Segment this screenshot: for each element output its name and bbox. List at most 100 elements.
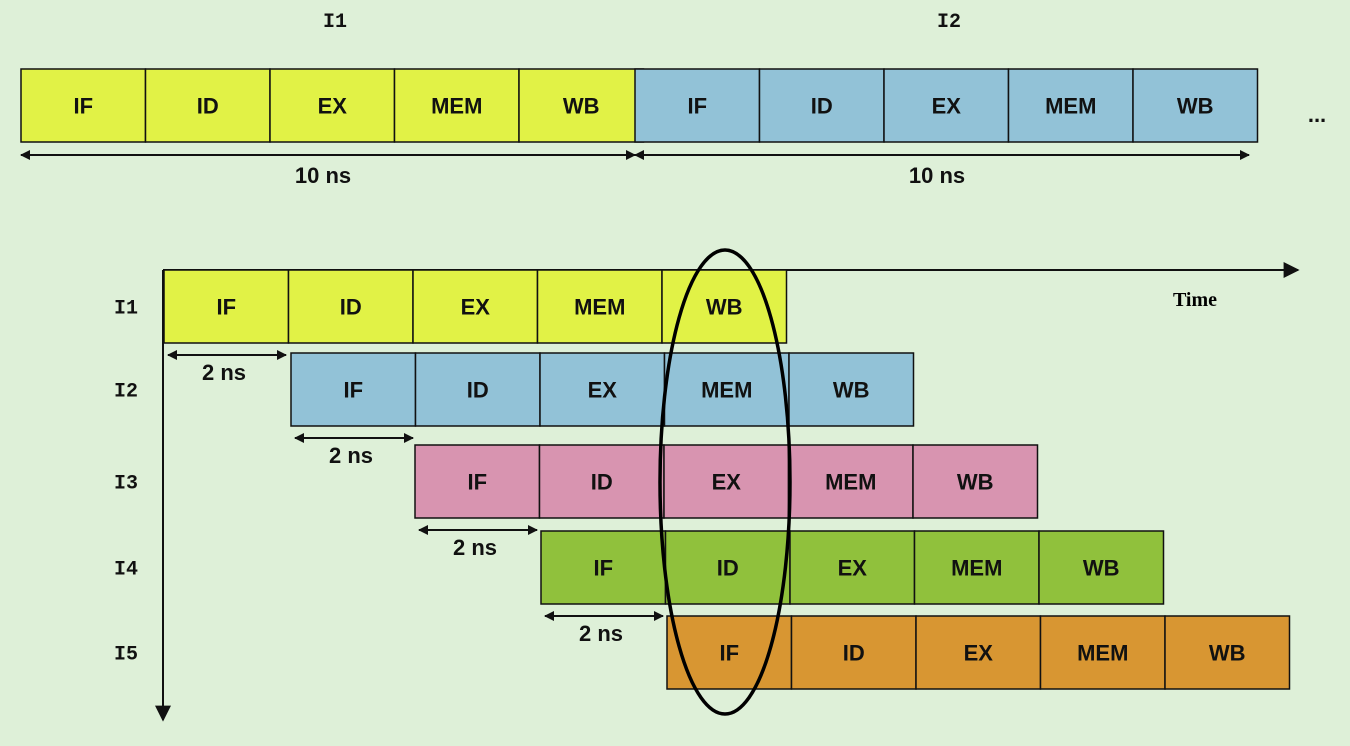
continuation-ellipsis: ... <box>1308 102 1326 127</box>
pipe-stage-i5-id: ID <box>790 615 917 690</box>
pipe-stage-i1-if-box <box>163 269 290 344</box>
seq-instruction-label: I2 <box>937 11 961 34</box>
pipe-stage-i4-if: IF <box>540 530 667 605</box>
pipe-stage-i3-mem-label: MEM <box>825 470 876 495</box>
time-axis-label: Time <box>1173 289 1217 311</box>
pipe-stage-i3-mem: MEM <box>787 444 914 519</box>
pipe-stage-i4-id-label: ID <box>717 556 739 581</box>
seq-stage-i2-ex-label: EX <box>932 94 962 119</box>
pipe-offset-label: 2 ns <box>202 360 246 385</box>
pipe-stage-i1-mem: MEM <box>536 269 663 344</box>
pipe-instruction-label: I2 <box>114 381 138 404</box>
pipe-stage-i1-id: ID <box>287 269 414 344</box>
seq-stage-i2-wb: WB <box>1132 68 1259 143</box>
pipe-stage-i3-ex-box <box>663 444 790 519</box>
pipe-stage-i4-if-box <box>540 530 667 605</box>
seq-stage-i2-wb-box <box>1132 68 1259 143</box>
pipe-stage-i2-if-box <box>290 352 417 427</box>
pipe-stage-i3-if-label: IF <box>467 470 487 495</box>
pipe-stage-i3-id-label: ID <box>591 470 613 495</box>
pipe-stage-i1-ex: EX <box>412 269 539 344</box>
pipe-stage-i2-if-label: IF <box>343 378 363 403</box>
seq-stage-i1-wb-label: WB <box>563 94 600 119</box>
pipe-stage-i1-mem-box <box>536 269 663 344</box>
seq-stage-i2-mem-label: MEM <box>1045 94 1096 119</box>
pipe-instruction-label: I5 <box>114 644 138 667</box>
pipe-stage-i1-wb-label: WB <box>706 295 743 320</box>
pipe-stage-i4-ex-label: EX <box>838 556 868 581</box>
pipe-stage-i2-ex-box <box>539 352 666 427</box>
seq-stage-i2-mem-box <box>1007 68 1134 143</box>
pipe-stage-i1-if: IF <box>163 269 290 344</box>
seq-stage-i1-if-box <box>20 68 147 143</box>
pipe-stage-i4-wb-box <box>1038 530 1165 605</box>
pipe-stage-i3-if: IF <box>414 444 541 519</box>
seq-stage-i1-ex: EX <box>269 68 396 143</box>
pipe-stage-i5-wb-box <box>1164 615 1291 690</box>
pipe-stage-i2-wb-label: WB <box>833 378 870 403</box>
pipe-stage-i4-wb-label: WB <box>1083 556 1120 581</box>
pipe-stage-i5-wb-label: WB <box>1209 641 1246 666</box>
pipe-stage-i3-if-box <box>414 444 541 519</box>
seq-stage-i2-wb-label: WB <box>1177 94 1214 119</box>
pipe-stage-i1-id-label: ID <box>340 295 362 320</box>
pipe-stage-i1-id-box <box>287 269 414 344</box>
pipe-stage-i3-wb-label: WB <box>957 470 994 495</box>
seq-stage-i1-id: ID <box>144 68 271 143</box>
seq-duration-label: 10 ns <box>295 163 351 188</box>
pipe-stage-i1-ex-box <box>412 269 539 344</box>
pipe-stage-i2-wb-box <box>788 352 915 427</box>
seq-stage-i1-mem: MEM <box>393 68 520 143</box>
pipe-stage-i1-mem-label: MEM <box>574 295 625 320</box>
seq-stage-i1-id-box <box>144 68 271 143</box>
pipe-stage-i2-id-box <box>414 352 541 427</box>
pipe-stage-i4-ex-box <box>789 530 916 605</box>
pipe-stage-i2-ex-label: EX <box>588 378 618 403</box>
seq-stage-i1-mem-label: MEM <box>431 94 482 119</box>
pipe-stage-i2-wb: WB <box>788 352 915 427</box>
pipe-stage-i2-ex: EX <box>539 352 666 427</box>
seq-stage-i1-if-label: IF <box>73 94 93 119</box>
pipe-instruction-label: I1 <box>114 298 138 321</box>
pipe-stage-i2-mem-box <box>663 352 790 427</box>
pipe-stage-i5-ex: EX <box>915 615 1042 690</box>
seq-stage-i1-id-label: ID <box>197 94 219 119</box>
pipe-stage-i1-if-label: IF <box>216 295 236 320</box>
pipe-stage-i5-id-box <box>790 615 917 690</box>
highlight-ellipse <box>658 248 792 716</box>
pipelined-execution: Time I1 IF ID EX MEM WB 2 ns I2 IF ID EX MEM WB 2 ns I… <box>114 262 1300 722</box>
pipe-stage-i2-if: IF <box>290 352 417 427</box>
seq-stage-i2-ex: EX <box>883 68 1010 143</box>
seq-stage-i2-if: IF <box>634 68 761 143</box>
pipe-stage-i4-id-box <box>664 530 791 605</box>
pipe-stage-i5-wb: WB <box>1164 615 1291 690</box>
seq-stage-i1-wb-box <box>518 68 645 143</box>
seq-stage-i2-if-label: IF <box>687 94 707 119</box>
pipe-stage-i2-mem-label: MEM <box>701 378 752 403</box>
pipe-stage-i3-ex: EX <box>663 444 790 519</box>
pipe-instruction-label: I3 <box>114 473 138 496</box>
seq-stage-i2-id: ID <box>758 68 885 143</box>
pipe-stage-i3-ex-label: EX <box>712 470 742 495</box>
pipe-stage-i3-wb-box <box>912 444 1039 519</box>
pipe-stage-i5-id-label: ID <box>843 641 865 666</box>
seq-stage-i2-if-box <box>634 68 761 143</box>
pipe-offset-label: 2 ns <box>579 621 623 646</box>
pipe-stage-i5-ex-box <box>915 615 1042 690</box>
pipe-offset-label: 2 ns <box>453 535 497 560</box>
sequential-execution: I1 IF ID EX MEM WB 10 ns I2 IF ID EX MEM WB 10 ns... <box>20 11 1326 188</box>
seq-instruction-label: I1 <box>323 11 347 34</box>
pipe-stage-i2-id: ID <box>414 352 541 427</box>
pipe-stage-i4-mem: MEM <box>913 530 1040 605</box>
seq-stage-i1-if: IF <box>20 68 147 143</box>
pipe-instruction-label: I4 <box>114 559 138 582</box>
pipe-stage-i5-if: IF <box>666 615 793 690</box>
seq-stage-i1-wb: WB <box>518 68 645 143</box>
pipe-stage-i4-mem-label: MEM <box>951 556 1002 581</box>
pipe-offset-label: 2 ns <box>329 443 373 468</box>
pipe-stage-i3-id: ID <box>538 444 665 519</box>
pipe-stage-i4-mem-box <box>913 530 1040 605</box>
seq-stage-i1-ex-box <box>269 68 396 143</box>
seq-stage-i1-ex-label: EX <box>318 94 348 119</box>
